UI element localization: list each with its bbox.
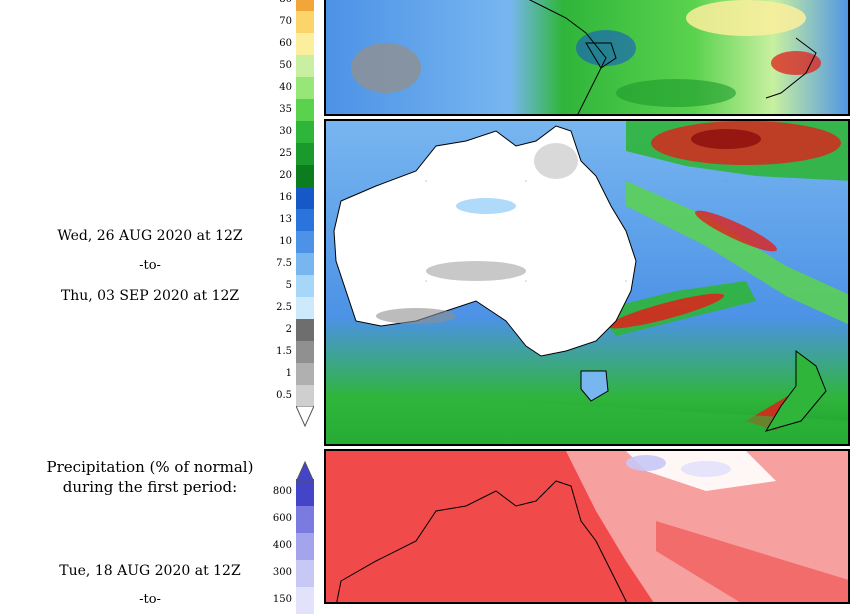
legend-tick-label: 600 (272, 513, 292, 524)
legend-tick-label: 300 (272, 567, 292, 578)
precip-map-top-strip (324, 0, 850, 116)
legend-swatch (296, 99, 314, 122)
legend-tick-label: 400 (272, 540, 292, 551)
precip-color-legend: 80 70 60 50 40 35 30 25 20 16 13 10 7.5 5 2.5 2 1.5 1 0.5 (262, 0, 322, 428)
legend-tick-label: 1.5 (276, 346, 292, 357)
legend-swatch (296, 209, 314, 232)
percent-normal-subtitle: during the first period: (62, 478, 238, 496)
period-to-label: -to- (139, 258, 161, 273)
legend-swatch (296, 385, 314, 408)
legend-swatch (296, 143, 314, 166)
legend-swatch (296, 11, 314, 34)
legend-tick-label: 2.5 (276, 302, 292, 313)
legend-swatch (296, 77, 314, 100)
legend-tick-label: 70 (279, 16, 292, 27)
legend-swatch (296, 341, 314, 364)
new-zealand (764, 350, 827, 432)
legend-tick-label: 25 (279, 148, 292, 159)
legend-swatch (296, 297, 314, 320)
tasmania (580, 370, 609, 402)
legend-tick-label: 60 (279, 38, 292, 49)
legend-tick-label: 35 (279, 104, 292, 115)
legend-swatch (296, 231, 314, 254)
legend-swatch (296, 559, 314, 588)
period-start-date: Wed, 26 AUG 2020 at 12Z (57, 228, 243, 244)
percent-normal-title: Precipitation (% of normal) (46, 458, 254, 476)
legend-tick-label: 13 (279, 214, 292, 225)
legend-swatch (296, 187, 314, 210)
legend-max-arrow (296, 460, 314, 483)
legend-swatch (296, 532, 314, 561)
legend-swatch (296, 319, 314, 342)
period2-start-date: Tue, 18 AUG 2020 at 12Z (59, 563, 241, 579)
legend-tick-label: 80 (262, 0, 292, 5)
legend-min-arrow (296, 406, 314, 428)
percent-normal-map (324, 449, 850, 604)
legend-swatch (296, 33, 314, 56)
legend-tick-label: 40 (279, 82, 292, 93)
legend-tick-label: 1 (285, 368, 292, 379)
australia-landmass (333, 125, 637, 357)
legend-swatch (296, 165, 314, 188)
legend-tick-label: 16 (279, 192, 292, 203)
legend-swatch (296, 505, 314, 534)
australia-landmass-pct (336, 480, 627, 602)
legend-tick-label: 30 (279, 126, 292, 137)
legend-tick-label: 7.5 (276, 258, 292, 269)
legend-tick-label: 50 (279, 60, 292, 71)
period-end-date: Thu, 03 SEP 2020 at 12Z (60, 288, 240, 304)
legend-tick-label: 0.5 (276, 390, 292, 401)
legend-tick-label: 800 (272, 486, 292, 497)
legend-tick-label: 5 (285, 280, 292, 291)
legend-swatch (296, 55, 314, 78)
percent-normal-color-legend: 800 600 400 300 150 (262, 460, 322, 615)
legend-swatch (296, 363, 314, 386)
precip-map-main (324, 119, 850, 446)
legend-swatch (296, 121, 314, 144)
legend-tick-label: 2 (285, 324, 292, 335)
legend-tick-label: 10 (279, 236, 292, 247)
legend-tick-label: 20 (279, 170, 292, 181)
legend-swatch (296, 275, 314, 298)
grey-patch (351, 43, 421, 93)
legend-swatch (296, 253, 314, 276)
legend-swatch (296, 586, 314, 615)
